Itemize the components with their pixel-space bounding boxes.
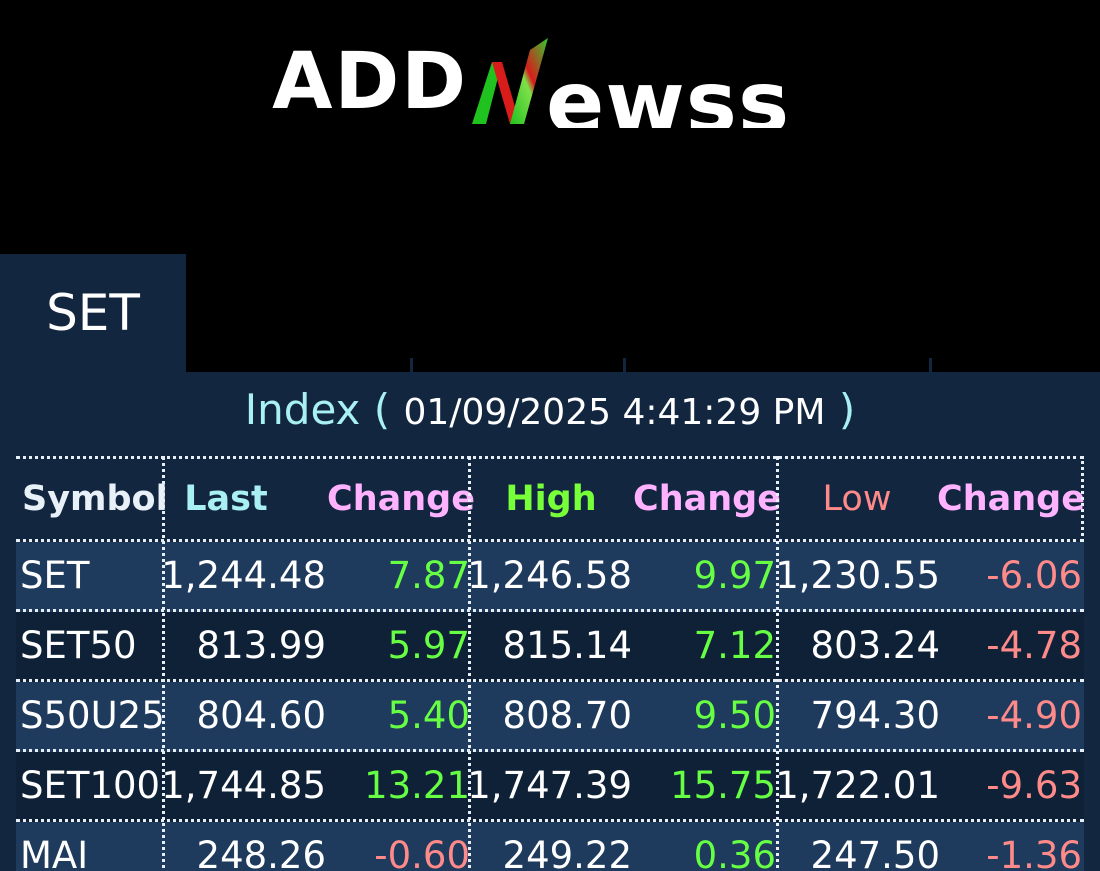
row-last: 1,244.48 xyxy=(161,554,326,597)
header-low: Low xyxy=(822,479,892,519)
row-high-change: 15.75 xyxy=(670,764,776,807)
row-last-change: 7.87 xyxy=(387,554,470,597)
tab-divider xyxy=(623,358,626,372)
index-table: Symbol Last Change High Change Low Chang… xyxy=(16,456,1085,871)
row-last: 1,744.85 xyxy=(161,764,326,807)
table-row: S50U25 804.60 5.40 808.70 9.50 794.30 -4… xyxy=(16,682,1084,752)
table-row: SET 1,244.48 7.87 1,246.58 9.97 1,230.55… xyxy=(16,542,1084,612)
row-high: 249.22 xyxy=(502,834,632,871)
index-panel: Index ( 01/09/2025 4:41:29 PM ) Symbol L… xyxy=(0,372,1100,871)
row-low: 794.30 xyxy=(810,694,940,737)
row-high-change: 9.97 xyxy=(693,554,776,597)
logo-text-right: ewss xyxy=(546,53,790,128)
row-low-change: -6.06 xyxy=(986,554,1082,597)
header-last: Last xyxy=(184,479,268,519)
row-symbol: SET xyxy=(20,554,90,597)
timestamp: 01/09/2025 4:41:29 PM xyxy=(403,392,826,433)
row-low: 1,230.55 xyxy=(775,554,940,597)
column-divider xyxy=(468,456,471,871)
column-divider xyxy=(162,456,165,871)
table-row: SET100 1,744.85 13.21 1,747.39 15.75 1,7… xyxy=(16,752,1084,822)
row-high-change: 9.50 xyxy=(693,694,776,737)
header-symbol: Symbol xyxy=(22,479,168,519)
addnewss-logo: ADD N ewss xyxy=(272,37,790,128)
tab-divider xyxy=(410,358,413,372)
close-paren: ) xyxy=(838,385,856,434)
row-last-change: 13.21 xyxy=(364,764,470,807)
column-divider xyxy=(1081,456,1084,542)
row-low-change: -4.78 xyxy=(986,624,1082,667)
header-low-change: Change xyxy=(937,479,1085,519)
header-last-change: Change xyxy=(327,479,475,519)
row-last-change: -0.60 xyxy=(374,834,470,871)
row-high: 815.14 xyxy=(502,624,632,667)
row-symbol: SET50 xyxy=(20,624,137,667)
row-symbol: SET100 xyxy=(20,764,161,807)
row-low: 1,722.01 xyxy=(775,764,940,807)
table-row: SET50 813.99 5.97 815.14 7.12 803.24 -4.… xyxy=(16,612,1084,682)
row-last: 813.99 xyxy=(196,624,326,667)
row-high: 808.70 xyxy=(502,694,632,737)
tab-set[interactable]: SET xyxy=(0,254,186,372)
table-row: MAI 248.26 -0.60 249.22 0.36 247.50 -1.3… xyxy=(16,822,1084,871)
panel-title-label: Index xyxy=(244,385,361,434)
row-symbol: S50U25 xyxy=(20,694,165,737)
row-last: 804.60 xyxy=(196,694,326,737)
header-high: High xyxy=(505,479,597,519)
logo-text-left: ADD xyxy=(272,37,468,127)
logo-n-mark xyxy=(472,38,548,124)
row-low: 247.50 xyxy=(810,834,940,871)
row-high: 1,246.58 xyxy=(467,554,632,597)
column-divider xyxy=(776,456,779,871)
row-low-change: -1.36 xyxy=(986,834,1082,871)
row-last-change: 5.40 xyxy=(387,694,470,737)
header-high-change: Change xyxy=(633,479,781,519)
row-last-change: 5.97 xyxy=(387,624,470,667)
tab-divider xyxy=(929,358,932,372)
row-symbol: MAI xyxy=(20,834,89,871)
row-high-change: 0.36 xyxy=(693,834,776,871)
row-low-change: -4.90 xyxy=(986,694,1082,737)
panel-title: Index ( 01/09/2025 4:41:29 PM ) xyxy=(0,382,1100,441)
row-low-change: -9.63 xyxy=(986,764,1082,807)
open-paren: ( xyxy=(373,385,391,434)
row-high-change: 7.12 xyxy=(693,624,776,667)
row-low: 803.24 xyxy=(810,624,940,667)
row-high: 1,747.39 xyxy=(467,764,632,807)
table-header-row: Symbol Last Change High Change Low Chang… xyxy=(16,456,1085,542)
row-last: 248.26 xyxy=(196,834,326,871)
